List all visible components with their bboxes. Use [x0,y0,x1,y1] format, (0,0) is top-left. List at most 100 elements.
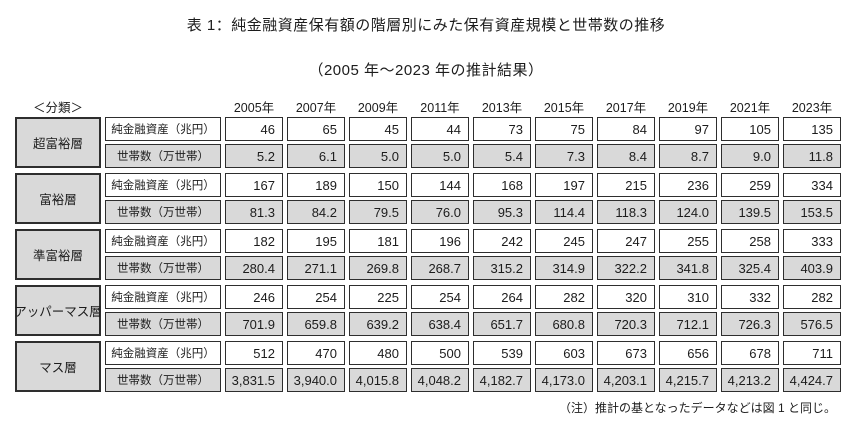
category-cell: 超富裕層 [15,117,101,168]
year-header: 2017年 [605,101,647,115]
asset-value-cell: 255 [659,229,717,253]
asset-value-cell: 225 [349,285,407,309]
household-value-cell: 114.4 [535,200,593,224]
asset-value-cell: 334 [783,173,841,197]
household-value-cell: 76.0 [411,200,469,224]
household-value-cell: 403.9 [783,256,841,280]
household-value-cell: 4,213.2 [721,368,779,392]
asset-value-cell: 254 [287,285,345,309]
household-value-cell: 701.9 [225,312,283,336]
footnote: （注）推計の基となったデータなどは図 1 と同じ。 [559,401,836,415]
asset-value-cell: 197 [535,173,593,197]
row-label-households: 世帯数（万世帯） [105,144,221,168]
household-value-cell: 9.0 [721,144,779,168]
category-cell: アッパーマス層 [14,285,102,336]
household-value-cell: 269.8 [349,256,407,280]
row-label-assets: 純金融資産（兆円） [105,229,221,253]
category-cell: マス層 [15,341,101,392]
asset-value-cell: 603 [535,341,593,365]
category-block: マス層 純金融資産（兆円） 512 470 480 500 539 603 673 656 678 7… [15,341,842,392]
asset-value-cell: 196 [411,229,469,253]
asset-value-cell: 215 [597,173,655,197]
household-value-cell: 5.0 [349,144,407,168]
asset-value-cell: 500 [411,341,469,365]
row-label-assets: 純金融資産（兆円） [105,341,221,365]
category-block: 富裕層 純金融資産（兆円） 167 189 150 144 168 197 215 236 259 3… [15,173,842,224]
household-value-cell: 268.7 [411,256,469,280]
household-value-cell: 271.1 [287,256,345,280]
household-value-cell: 8.7 [659,144,717,168]
year-header: 2013年 [481,101,523,115]
category-block: アッパーマス層 純金融資産（兆円） 246 254 225 254 264 282 320 310… [14,285,842,336]
asset-value-cell: 282 [783,285,841,309]
year-header: 2011年 [420,101,460,115]
household-value-cell: 680.8 [535,312,593,336]
year-header: 2021年 [729,101,771,115]
asset-value-cell: 656 [659,341,717,365]
household-value-cell: 153.5 [783,200,841,224]
row-label-assets: 純金融資産（兆円） [105,173,221,197]
household-value-cell: 5.2 [225,144,283,168]
asset-value-cell: 182 [225,229,283,253]
year-header: 2023年 [791,101,833,115]
year-header: 2009年 [357,101,399,115]
household-value-cell: 3,940.0 [287,368,345,392]
category-cell: 富裕層 [15,173,101,224]
asset-value-cell: 259 [721,173,779,197]
asset-value-cell: 332 [721,285,779,309]
household-value-cell: 4,182.7 [473,368,531,392]
household-value-cell: 4,173.0 [535,368,593,392]
asset-value-cell: 264 [473,285,531,309]
asset-value-cell: 470 [287,341,345,365]
asset-value-cell: 678 [721,341,779,365]
table-title: 表 1：純金融資産保有額の階層別にみた保有資産規模と世帯数の推移 [186,17,666,34]
household-value-cell: 322.2 [597,256,655,280]
year-header: 2019年 [667,101,709,115]
asset-value-cell: 320 [597,285,655,309]
asset-value-cell: 97 [659,117,717,141]
household-value-cell: 720.3 [597,312,655,336]
year-header: 2007年 [295,101,337,115]
asset-value-cell: 73 [473,117,531,141]
household-value-cell: 95.3 [473,200,531,224]
asset-value-cell: 254 [411,285,469,309]
asset-value-cell: 105 [721,117,779,141]
category-block: 超富裕層 純金融資産（兆円） 46 65 45 44 73 75 84 97 105 135 世帯数（万… [15,117,842,168]
year-header-row: ＜分類＞ 2005年 2007年 2009年 2011年 2013年 2015年 2017年… [15,97,842,115]
household-value-cell: 314.9 [535,256,593,280]
asset-value-cell: 711 [783,341,841,365]
household-value-cell: 651.7 [473,312,531,336]
household-value-cell: 79.5 [349,200,407,224]
household-value-cell: 325.4 [721,256,779,280]
asset-value-cell: 168 [473,173,531,197]
household-value-cell: 3,831.5 [225,368,283,392]
asset-value-cell: 150 [349,173,407,197]
household-value-cell: 341.8 [659,256,717,280]
household-value-cell: 4,015.8 [349,368,407,392]
asset-value-cell: 195 [287,229,345,253]
row-label-households: 世帯数（万世帯） [105,200,221,224]
household-value-cell: 4,048.2 [411,368,469,392]
wealth-tier-table: ＜分類＞ 2005年 2007年 2009年 2011年 2013年 2015年 2017年… [14,97,842,392]
household-value-cell: 5.0 [411,144,469,168]
asset-value-cell: 65 [287,117,345,141]
household-value-cell: 4,215.7 [659,368,717,392]
household-value-cell: 7.3 [535,144,593,168]
category-block: 準富裕層 純金融資産（兆円） 182 195 181 196 242 245 247 255 258… [15,229,842,280]
asset-value-cell: 242 [473,229,531,253]
category-cell: 準富裕層 [15,229,101,280]
asset-value-cell: 44 [411,117,469,141]
row-label-households: 世帯数（万世帯） [105,256,221,280]
household-value-cell: 84.2 [287,200,345,224]
asset-value-cell: 245 [535,229,593,253]
household-value-cell: 118.3 [597,200,655,224]
household-value-cell: 280.4 [225,256,283,280]
household-value-cell: 81.3 [225,200,283,224]
asset-value-cell: 144 [411,173,469,197]
year-header: 2005年 [233,101,275,115]
household-value-cell: 8.4 [597,144,655,168]
row-label-assets: 純金融資産（兆円） [105,117,221,141]
household-value-cell: 11.8 [783,144,841,168]
household-value-cell: 6.1 [287,144,345,168]
table-body: 超富裕層 純金融資産（兆円） 46 65 45 44 73 75 84 97 105 135 世帯数（万… [14,117,842,392]
